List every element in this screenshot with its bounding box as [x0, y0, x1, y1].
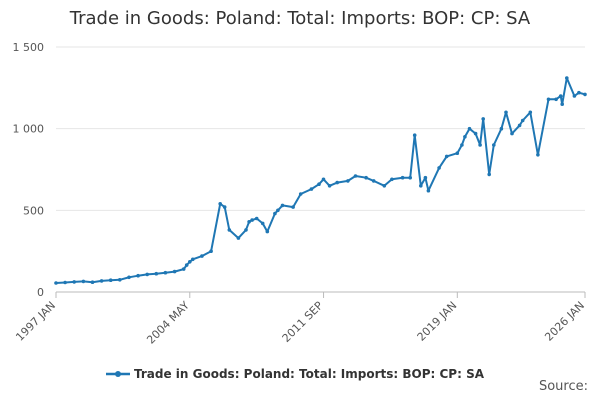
- data-point[interactable]: [209, 249, 213, 253]
- data-point[interactable]: [236, 236, 241, 240]
- data-point[interactable]: [554, 97, 558, 102]
- legend-marker: [115, 371, 121, 377]
- data-point[interactable]: [127, 275, 131, 280]
- x-tick-label: 1997 JAN: [13, 299, 58, 344]
- data-point[interactable]: [419, 184, 423, 188]
- legend-label[interactable]: Trade in Goods: Poland: Total: Imports: …: [134, 367, 485, 381]
- y-axis-tick-labels: 0 500 1 000 1 500: [13, 41, 45, 299]
- data-point[interactable]: [244, 228, 248, 232]
- data-point[interactable]: [467, 126, 472, 131]
- data-point[interactable]: [481, 117, 486, 121]
- x-tick-label: 2019 JAN: [415, 299, 460, 344]
- data-point[interactable]: [273, 211, 277, 216]
- y-tick-label: 1 000: [13, 123, 45, 136]
- data-point[interactable]: [200, 254, 204, 258]
- x-axis: [55, 291, 586, 298]
- data-point[interactable]: [426, 188, 431, 193]
- data-point[interactable]: [298, 192, 303, 196]
- data-point[interactable]: [222, 205, 227, 209]
- source-label: Source:: [538, 379, 588, 394]
- data-point[interactable]: [382, 184, 387, 188]
- data-point[interactable]: [81, 279, 86, 284]
- data-point[interactable]: [108, 278, 113, 283]
- data-point[interactable]: [99, 279, 104, 283]
- data-point[interactable]: [577, 90, 581, 95]
- data-point[interactable]: [54, 281, 58, 285]
- series-group: [54, 76, 587, 285]
- legend[interactable]: Trade in Goods: Poland: Total: Imports: …: [106, 367, 485, 381]
- data-point[interactable]: [145, 272, 149, 277]
- data-point[interactable]: [460, 143, 464, 147]
- data-point[interactable]: [558, 94, 563, 98]
- data-point[interactable]: [473, 131, 478, 136]
- x-tick-label: 2004 MAY: [144, 299, 192, 347]
- data-point[interactable]: [400, 175, 405, 180]
- x-tick-label: 2011 SEP: [280, 299, 326, 345]
- data-point[interactable]: [335, 180, 340, 185]
- data-point[interactable]: [327, 184, 332, 188]
- data-point[interactable]: [118, 278, 122, 282]
- data-point[interactable]: [510, 131, 514, 136]
- data-point[interactable]: [346, 179, 350, 183]
- y-tick-label: 1 500: [13, 41, 45, 54]
- data-point[interactable]: [154, 271, 159, 276]
- data-point[interactable]: [536, 153, 540, 157]
- data-point[interactable]: [136, 273, 140, 278]
- data-point[interactable]: [364, 175, 368, 180]
- x-axis-tick-labels: 1997 JAN 2004 MAY 2011 SEP 2019 JAN 2026 JAN: [13, 299, 587, 347]
- data-point[interactable]: [546, 97, 551, 102]
- y-tick-label: 0: [37, 286, 44, 299]
- data-point[interactable]: [218, 202, 222, 206]
- data-point[interactable]: [181, 267, 186, 271]
- data-point[interactable]: [163, 270, 168, 275]
- data-point[interactable]: [487, 172, 492, 177]
- data-point[interactable]: [565, 76, 569, 80]
- data-point[interactable]: [560, 102, 564, 106]
- data-point[interactable]: [572, 94, 577, 98]
- data-point[interactable]: [227, 228, 232, 232]
- data-point[interactable]: [528, 110, 533, 115]
- data-point[interactable]: [353, 174, 358, 178]
- y-tick-label: 500: [23, 204, 44, 217]
- data-point[interactable]: [172, 269, 177, 274]
- data-point[interactable]: [247, 220, 251, 224]
- data-point[interactable]: [423, 175, 428, 180]
- data-point[interactable]: [321, 177, 326, 182]
- data-point[interactable]: [583, 92, 587, 97]
- data-point[interactable]: [276, 208, 280, 213]
- data-point[interactable]: [504, 110, 508, 115]
- series-line: [55, 77, 586, 284]
- data-point[interactable]: [455, 151, 460, 155]
- data-point[interactable]: [412, 133, 417, 137]
- data-point[interactable]: [254, 216, 259, 221]
- data-point[interactable]: [517, 123, 522, 128]
- data-point[interactable]: [188, 260, 192, 264]
- data-point[interactable]: [492, 143, 496, 147]
- data-point[interactable]: [309, 187, 314, 191]
- data-point[interactable]: [260, 221, 265, 226]
- data-point[interactable]: [408, 175, 413, 180]
- data-point[interactable]: [72, 280, 76, 284]
- data-point[interactable]: [478, 143, 482, 147]
- data-point[interactable]: [291, 205, 295, 209]
- data-point[interactable]: [499, 126, 504, 131]
- data-point[interactable]: [520, 118, 525, 123]
- data-point[interactable]: [371, 179, 376, 183]
- data-point[interactable]: [444, 154, 449, 159]
- grid-lines: [56, 46, 585, 211]
- data-point[interactable]: [317, 182, 321, 186]
- data-point[interactable]: [390, 177, 394, 182]
- data-point[interactable]: [184, 263, 189, 267]
- chart-title: Trade in Goods: Poland: Total: Imports: …: [69, 8, 531, 29]
- data-point[interactable]: [191, 257, 195, 262]
- x-tick-label: 2026 JAN: [542, 299, 587, 344]
- data-point[interactable]: [90, 280, 95, 285]
- data-point[interactable]: [280, 203, 285, 208]
- data-point[interactable]: [463, 135, 467, 139]
- data-point[interactable]: [437, 166, 441, 170]
- data-point[interactable]: [63, 280, 67, 285]
- data-point[interactable]: [265, 229, 270, 234]
- data-point[interactable]: [250, 218, 254, 222]
